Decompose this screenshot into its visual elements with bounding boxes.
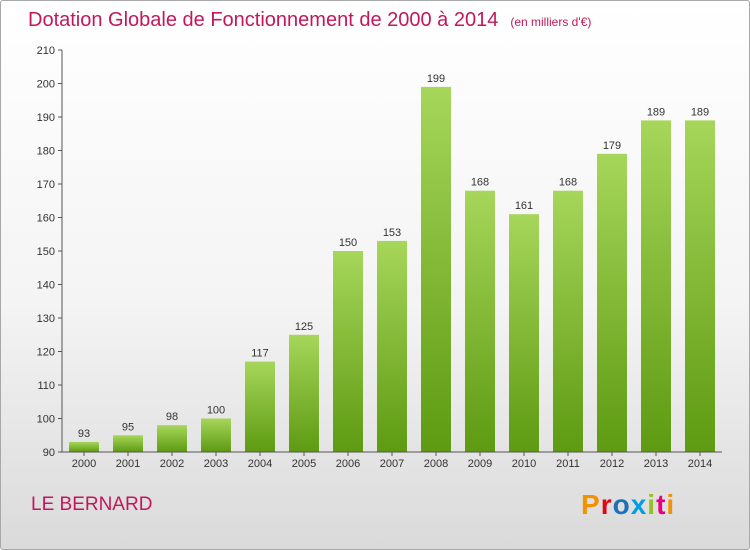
y-tick-label-180: 180 [37, 146, 55, 158]
logo-letter: r [600, 489, 613, 520]
value-label-2007: 153 [383, 227, 401, 239]
bar-2006 [333, 251, 363, 452]
x-tick-label-2013: 2013 [644, 458, 668, 470]
value-label-2014: 189 [691, 106, 709, 118]
bar-2010 [509, 214, 539, 452]
value-label-2006: 150 [339, 237, 357, 249]
value-label-2010: 161 [515, 200, 533, 212]
logo-letter: i [647, 489, 657, 520]
bar-2000 [69, 441, 99, 452]
bar-2011 [553, 190, 583, 452]
bar-2001 [113, 435, 143, 453]
y-tick-label-170: 170 [37, 179, 55, 191]
y-tick-label-120: 120 [37, 347, 55, 359]
y-tick-label-110: 110 [37, 380, 55, 392]
bar-2005 [289, 334, 319, 453]
y-tick-label-190: 190 [37, 112, 55, 124]
y-tick-label-200: 200 [37, 79, 55, 91]
value-label-2009: 168 [471, 177, 489, 189]
y-tick-label-90: 90 [43, 447, 55, 459]
logo-letter: o [612, 489, 631, 520]
bars-group: 93 95 98 100 117 125 150 153 199 168 161 168 179 189 1… [69, 73, 715, 453]
y-tick-label-140: 140 [37, 280, 55, 292]
bar-2003 [201, 418, 231, 452]
x-tick-label-2012: 2012 [600, 458, 624, 470]
place-name: LE BERNARD [31, 494, 153, 515]
value-label-2012: 179 [603, 140, 621, 152]
title-text: Dotation Globale de Fonctionnement de 20… [28, 9, 499, 31]
y-tick-label-210: 210 [37, 45, 55, 57]
x-tick-label-2007: 2007 [380, 458, 404, 470]
bar-2002 [157, 425, 187, 452]
bar-2012 [597, 153, 627, 453]
value-label-2000: 93 [78, 428, 90, 440]
value-label-2008: 199 [427, 73, 445, 85]
bar-2013 [641, 120, 671, 453]
value-label-2013: 189 [647, 106, 665, 118]
x-tick-label-2003: 2003 [204, 458, 228, 470]
x-tick-label-2006: 2006 [336, 458, 360, 470]
bar-2004 [245, 361, 275, 452]
logo-letter: t [656, 489, 667, 520]
bar-2014 [685, 120, 715, 453]
proxiti-logo: Proxiti [581, 489, 675, 521]
chart-subtitle: (en milliers d'€) [510, 15, 592, 29]
x-tick-label-2011: 2011 [556, 458, 580, 470]
bar-2009 [465, 190, 495, 452]
x-tick-label-2010: 2010 [512, 458, 536, 470]
value-label-2003: 100 [207, 405, 225, 417]
x-tick-label-2008: 2008 [424, 458, 448, 470]
logo-letter: x [630, 489, 648, 520]
logo-letter: i [666, 489, 676, 520]
y-tick-label-150: 150 [37, 246, 55, 258]
y-tick-label-130: 130 [37, 313, 55, 325]
y-tick-label-160: 160 [37, 213, 55, 225]
bar-2008 [421, 86, 451, 453]
value-label-2001: 95 [122, 421, 134, 433]
x-tick-label-2009: 2009 [468, 458, 492, 470]
chart-title: Dotation Globale de Fonctionnement de 20… [28, 9, 591, 32]
logo-letter: P [581, 489, 601, 520]
x-tick-label-2004: 2004 [248, 458, 272, 470]
x-tick-label-2000: 2000 [72, 458, 96, 470]
axes-group: 2000 2001 2002 2003 2004 2005 2006 2007 2008 2009… [37, 45, 722, 470]
value-label-2005: 125 [295, 321, 313, 333]
bar-2007 [377, 240, 407, 452]
value-label-2011: 168 [559, 177, 577, 189]
x-tick-label-2005: 2005 [292, 458, 316, 470]
x-tick-label-2002: 2002 [160, 458, 184, 470]
value-label-2004: 117 [251, 348, 269, 360]
y-tick-label-100: 100 [37, 414, 55, 426]
value-label-2002: 98 [166, 411, 178, 423]
x-tick-label-2014: 2014 [688, 458, 712, 470]
x-tick-label-2001: 2001 [116, 458, 140, 470]
